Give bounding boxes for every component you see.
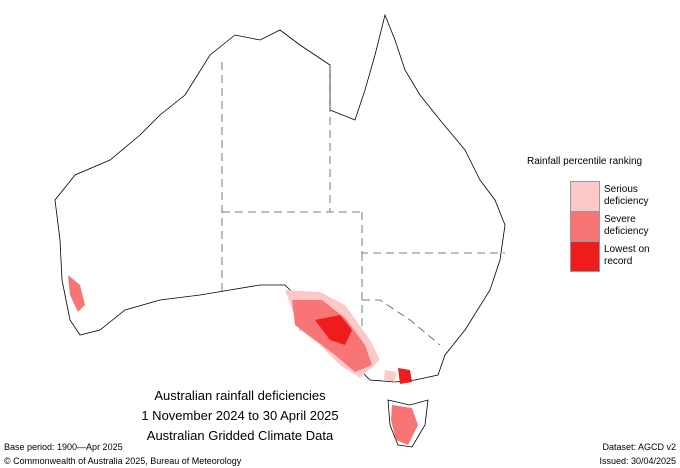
deficiency-area xyxy=(391,405,418,445)
deficiency-area xyxy=(384,370,396,382)
legend-label: Lowest on record xyxy=(604,244,650,267)
deficiency-areas xyxy=(68,275,418,445)
dataset: Dataset: AGCD v2 xyxy=(602,442,676,452)
base-period: Base period: 1900—Apr 2025 xyxy=(4,442,123,452)
legend-swatch xyxy=(570,181,600,212)
issued: Issued: 30/04/2025 xyxy=(599,456,676,466)
legend-title: Rainfall percentile ranking xyxy=(527,156,643,167)
copyright: © Commonwealth of Australia 2025, Bureau… xyxy=(4,456,242,466)
legend-swatch xyxy=(570,211,600,242)
legend-label: Severe deficiency xyxy=(604,214,649,237)
title-line: Australian rainfall deficiencies xyxy=(154,388,326,403)
deficiency-area xyxy=(68,275,85,312)
deficiency-area xyxy=(315,315,352,345)
deficiency-area xyxy=(398,368,412,384)
title-line: 1 November 2024 to 30 April 2025 xyxy=(141,408,339,423)
legend-swatch xyxy=(570,241,600,272)
title-line: Australian Gridded Climate Data xyxy=(146,428,334,443)
state-borders xyxy=(221,62,505,346)
legend-label: Serious deficiency xyxy=(604,184,649,207)
tasmania-outline xyxy=(387,399,429,448)
australia-outline xyxy=(54,13,506,383)
